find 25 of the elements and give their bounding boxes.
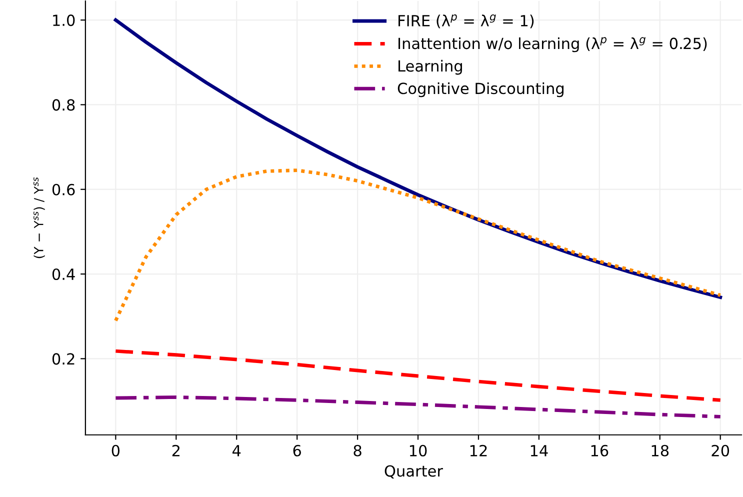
- legend-label: FIRE (λ$^{p}$ = λ$^{g}$ = 1): [398, 14, 534, 28]
- x-tick-label: 14: [530, 445, 548, 456]
- x-tick-label: 2: [172, 444, 180, 456]
- x-tick-label: 12: [470, 444, 487, 456]
- line-series: [114, 168, 722, 322]
- x-tick-label: 20: [712, 444, 730, 456]
- line-series: [114, 349, 722, 402]
- x-tick-label: 18: [652, 444, 669, 456]
- y-tick-label: 0.6: [52, 184, 75, 196]
- legend-label: Inattention w/o learning (λ$^{p}$ = λ$^{g}$ = 0.25): [398, 37, 707, 52]
- x-tick-label: 0: [112, 444, 120, 456]
- legend-label: Learning: [398, 60, 462, 75]
- x-tick-label: 4: [232, 445, 241, 456]
- x-axis-title: Quarter: [384, 465, 443, 479]
- x-tick-label: 16: [591, 444, 608, 456]
- y-tick-label: 1.0: [53, 14, 75, 26]
- x-tick-label: 10: [410, 444, 427, 456]
- y-tick-label: 0.4: [52, 268, 75, 280]
- y-tick-label: 0.2: [52, 353, 74, 365]
- legend-label: Cognitive Discounting: [398, 82, 564, 98]
- y-tick-label: 0.8: [52, 99, 75, 111]
- y-axis-title: (Y − Y$^{ss}$) / Y$^{ss}$: [34, 177, 45, 258]
- line-series: [114, 395, 722, 418]
- x-tick-label: 6: [293, 444, 301, 456]
- x-tick-label: 8: [354, 444, 362, 456]
